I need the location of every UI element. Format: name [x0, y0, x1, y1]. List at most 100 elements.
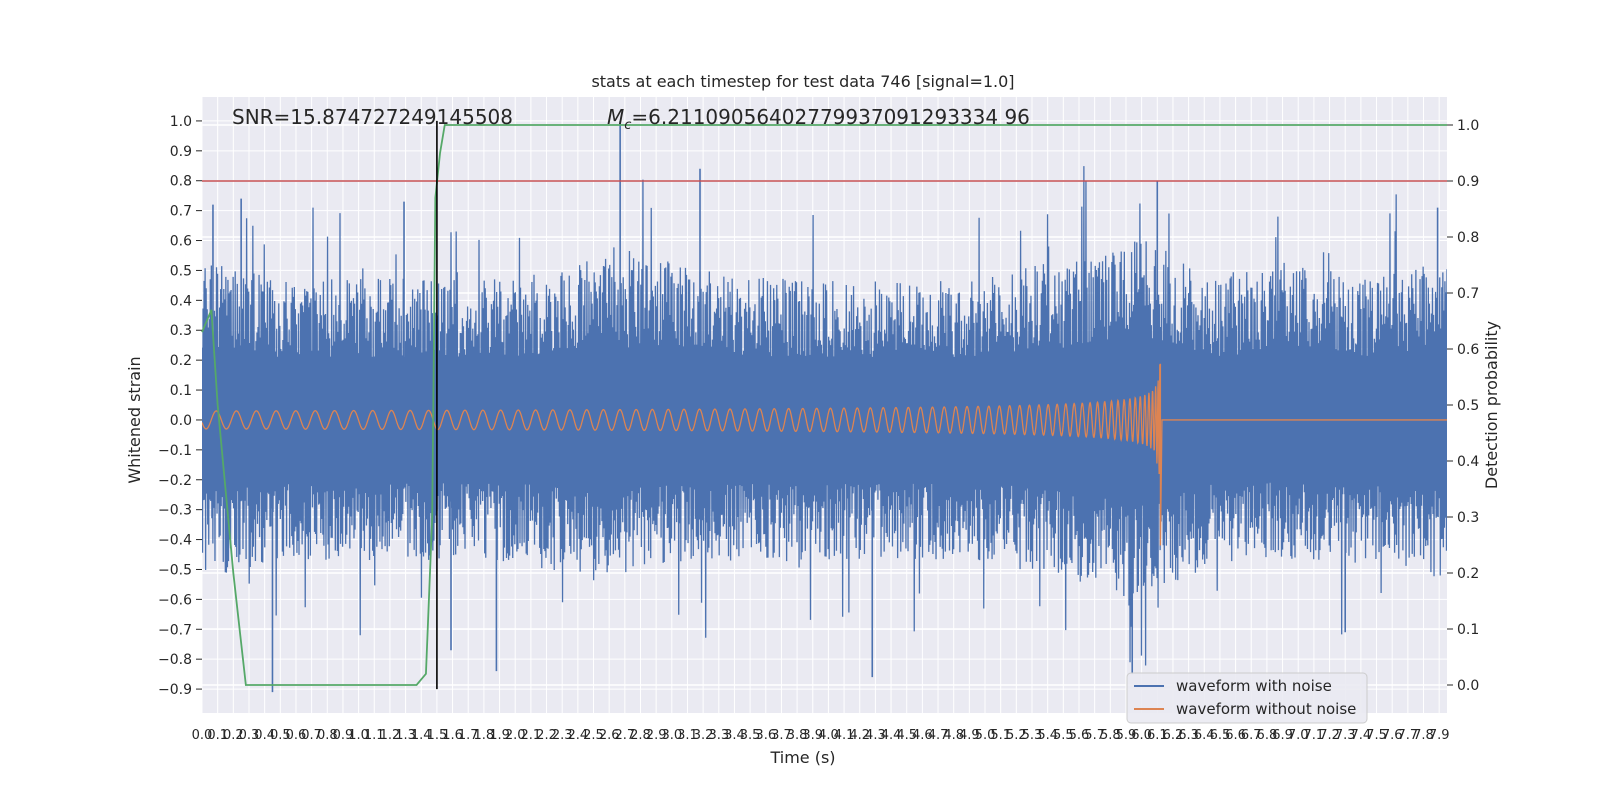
x-tick-label: 3.5 — [740, 728, 761, 743]
x-tick-label: 7.3 — [1335, 728, 1356, 743]
y-left-tick-label: −0.6 — [158, 592, 192, 608]
x-tick-label: 5.8 — [1100, 728, 1121, 743]
x-tick-label: 5.5 — [1053, 728, 1074, 743]
y-left-tick-label: −0.2 — [158, 473, 192, 489]
y-right-tick-label: 0.9 — [1457, 174, 1479, 190]
x-tick-label: 4.1 — [834, 728, 855, 743]
x-tick-label: 1.3 — [395, 728, 416, 743]
x-tick-label: 5.1 — [990, 728, 1011, 743]
y-right-tick-label: 0.3 — [1457, 510, 1479, 526]
y-left-tick-label: 0.0 — [170, 413, 192, 429]
x-tick-label: 4.8 — [943, 728, 964, 743]
x-tick-label: 4.7 — [928, 728, 949, 743]
x-tick-label: 7.5 — [1366, 728, 1387, 743]
x-tick-label: 2.6 — [599, 728, 620, 743]
x-tick-label: 6.4 — [1194, 728, 1215, 743]
x-tick-label: 0.6 — [286, 728, 307, 743]
y-left-tick-label: 0.3 — [170, 323, 192, 339]
x-tick-label: 6.5 — [1210, 728, 1231, 743]
y-left-tick-label: 1.0 — [170, 114, 192, 130]
x-tick-label: 7.1 — [1304, 728, 1325, 743]
series-waveform-without-noise — [202, 363, 1447, 546]
y-right-tick-label: 1.0 — [1457, 118, 1479, 134]
y-left-tick-label: 0.2 — [170, 353, 192, 369]
x-tick-label: 7.9 — [1429, 728, 1450, 743]
x-tick-label: 0.3 — [239, 728, 260, 743]
x-tick-label: 6.0 — [1131, 728, 1152, 743]
y-left-tick-label: −0.8 — [158, 652, 192, 668]
x-tick-label: 3.9 — [802, 728, 823, 743]
x-tick-label: 4.4 — [881, 728, 902, 743]
x-tick-label: 4.9 — [959, 728, 980, 743]
x-tick-label: 4.6 — [912, 728, 933, 743]
y-right-tick-label: 0.6 — [1457, 342, 1479, 358]
x-tick-label: 3.3 — [708, 728, 729, 743]
x-tick-label: 0.4 — [254, 728, 275, 743]
x-tick-label: 2.8 — [630, 728, 651, 743]
x-tick-label: 5.4 — [1037, 728, 1058, 743]
legend-label-noise: waveform with noise — [1176, 677, 1332, 695]
x-tick-label: 6.6 — [1225, 728, 1246, 743]
x-tick-label: 0.8 — [317, 728, 338, 743]
y-right-tick-label: 0.7 — [1457, 286, 1479, 302]
x-tick-label: 4.5 — [896, 728, 917, 743]
x-tick-label: 0.9 — [333, 728, 354, 743]
x-tick-label: 5.9 — [1116, 728, 1137, 743]
x-tick-label: 1.4 — [411, 728, 432, 743]
x-tick-label: 1.0 — [348, 728, 369, 743]
x-tick-label: 2.9 — [646, 728, 667, 743]
x-tick-label: 0.0 — [192, 728, 213, 743]
x-tick-label: 2.5 — [583, 728, 604, 743]
series-waveform-with-noise — [202, 166, 1447, 666]
x-tick-label: 4.2 — [849, 728, 870, 743]
y-right-axis: 0.0 0.1 0.2 0.3 0.4 0.5 0.6 0.7 0.8 0.9 1.0 — [1447, 118, 1479, 694]
y-right-tick-label: 0.2 — [1457, 566, 1479, 582]
legend: waveform with noise waveform without noi… — [1126, 672, 1368, 724]
x-axis: 0.00.10.20.30.40.50.60.70.80.91.01.11.21… — [192, 728, 1450, 743]
x-tick-label: 5.6 — [1069, 728, 1090, 743]
mc-annotation: Mc=6.21109056402779937091293334 96 — [607, 105, 1030, 133]
mc-value: =6.21109056402779937091293334 96 — [631, 105, 1030, 129]
x-tick-label: 4.0 — [818, 728, 839, 743]
x-tick-label: 3.1 — [677, 728, 698, 743]
x-tick-label: 2.1 — [521, 728, 542, 743]
y-left-axis-label: Whitened strain — [125, 356, 144, 483]
x-tick-label: 6.9 — [1272, 728, 1293, 743]
series-detection-probability — [201, 124, 1447, 686]
x-tick-label: 1.1 — [364, 728, 385, 743]
x-tick-label: 3.2 — [693, 728, 714, 743]
y-left-tick-label: −0.7 — [158, 622, 192, 638]
x-tick-label: 7.7 — [1398, 728, 1419, 743]
chart-title: stats at each timestep for test data 746… — [591, 72, 1014, 91]
x-tick-label: 1.7 — [458, 728, 479, 743]
x-tick-label: 7.8 — [1413, 728, 1434, 743]
x-tick-label: 0.7 — [301, 728, 322, 743]
x-tick-label: 1.5 — [427, 728, 448, 743]
y-left-tick-label: −0.4 — [158, 533, 192, 549]
x-tick-label: 3.4 — [724, 728, 745, 743]
x-tick-label: 7.2 — [1319, 728, 1340, 743]
x-tick-label: 7.6 — [1382, 728, 1403, 743]
x-tick-label: 2.0 — [505, 728, 526, 743]
x-tick-label: 1.8 — [474, 728, 495, 743]
x-tick-label: 3.7 — [771, 728, 792, 743]
x-tick-label: 3.0 — [661, 728, 682, 743]
x-tick-label: 2.7 — [614, 728, 635, 743]
mc-symbol: M — [607, 105, 624, 129]
x-tick-label: 6.7 — [1241, 728, 1262, 743]
x-tick-label: 2.2 — [536, 728, 557, 743]
x-tick-label: 5.0 — [975, 728, 996, 743]
x-tick-label: 3.6 — [755, 728, 776, 743]
y-left-tick-label: 0.9 — [170, 144, 192, 160]
x-tick-label: 7.0 — [1288, 728, 1309, 743]
y-left-tick-label: 0.4 — [170, 293, 192, 309]
x-tick-label: 1.2 — [380, 728, 401, 743]
x-tick-label: 6.8 — [1257, 728, 1278, 743]
snr-annotation: SNR=15.874727249145508 — [232, 105, 513, 129]
x-tick-label: 6.3 — [1178, 728, 1199, 743]
x-tick-label: 5.7 — [1084, 728, 1105, 743]
x-tick-label: 5.3 — [1022, 728, 1043, 743]
x-axis-label: Time (s) — [769, 748, 835, 767]
y-left-tick-label: 0.5 — [170, 263, 192, 279]
